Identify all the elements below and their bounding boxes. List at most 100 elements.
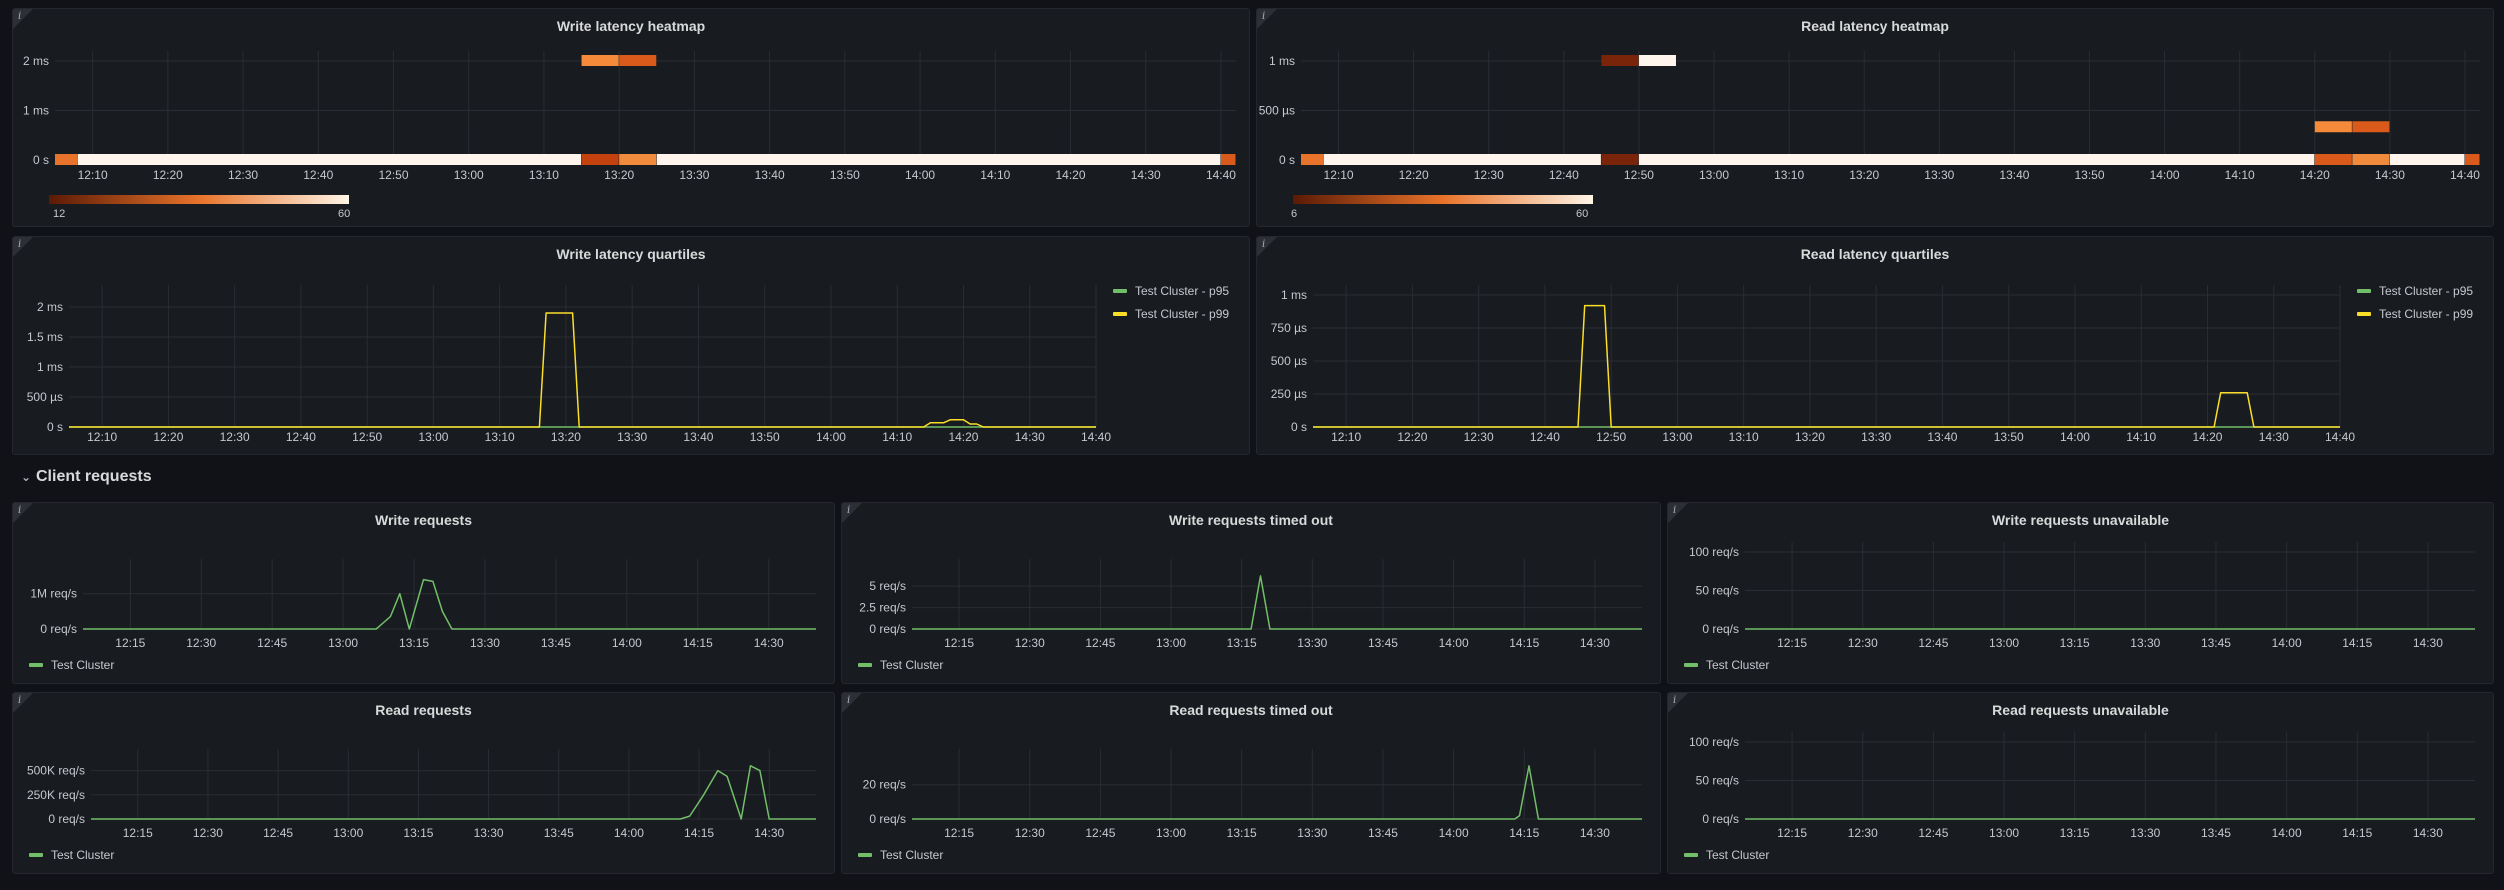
write-requests-chart[interactable]: 12:15 12:30 12:45 13:00 13:15 13:30 13:45 14:00… [13,503,835,684]
section-client-requests[interactable]: ⌄ Client requests [0,466,152,488]
read-requests-timed-out-panel: i Read requests timed out 12:15 12:30 12:4… [841,692,1661,874]
heatmap-cell [55,154,78,165]
y-tick-label: 0 s [47,420,63,434]
info-icon[interactable]: i [1257,9,1277,29]
legend-item[interactable]: Test Cluster - p99 [2357,307,2473,321]
write-latency-heatmap-panel: i Write latency heatmap 12:10 12:20 12:30 1… [12,8,1250,227]
y-tick-label: 0 req/s [869,622,906,636]
x-tick-label: 14:00 [2150,168,2180,182]
info-icon[interactable]: i [13,693,33,713]
info-icon[interactable]: i [13,503,33,523]
read-quartiles-chart[interactable]: 12:10 12:20 12:30 12:40 12:50 13:00 13:10 13:20… [1257,237,2494,455]
x-tick-label: 13:50 [2074,168,2104,182]
legend-item[interactable]: Test Cluster [858,658,943,672]
x-tick-label: 12:15 [944,826,974,840]
info-icon[interactable]: i [13,237,33,257]
x-tick-label: 13:50 [830,168,860,182]
x-tick-label: 13:40 [1927,430,1957,444]
x-tick-label: 14:20 [948,430,978,444]
write-timed-out-chart[interactable]: 12:15 12:30 12:45 13:00 13:15 13:30 13:45 14:00… [842,503,1661,684]
y-tick-label: 2 ms [23,54,49,68]
x-tick-label: 13:15 [1227,636,1257,650]
legend-item[interactable]: Test Cluster [1684,658,1769,672]
x-tick-label: 12:40 [1549,168,1579,182]
x-tick-label: 13:10 [1729,430,1759,444]
legend-swatch-green [1684,663,1698,667]
x-tick-label: 13:15 [2060,826,2090,840]
info-icon[interactable]: i [842,503,862,523]
x-tick-label: 12:10 [78,168,108,182]
x-tick-label: 13:20 [1795,430,1825,444]
heatmap-cell [656,154,1221,165]
x-tick-label: 13:30 [470,636,500,650]
x-tick-label: 12:20 [1397,430,1427,444]
heatmap-scale-max: 60 [1576,208,1589,220]
legend-item[interactable]: Test Cluster - p95 [1113,284,1229,298]
x-tick-label: 13:50 [1994,430,2024,444]
x-tick-label: 12:50 [378,168,408,182]
legend-item[interactable]: Test Cluster [29,658,114,672]
write-unavailable-chart[interactable]: 12:15 12:30 12:45 13:00 13:15 13:30 13:45 14:00… [1668,503,2494,684]
x-tick-label: 13:00 [454,168,484,182]
x-tick-label: 12:10 [87,430,117,444]
info-icon[interactable]: i [1668,503,1688,523]
x-tick-label: 13:45 [541,636,571,650]
heatmap-cell [581,154,619,165]
read-requests-chart[interactable]: 12:15 12:30 12:45 13:00 13:15 13:30 13:45 14:00… [13,693,835,874]
info-icon[interactable]: i [842,693,862,713]
legend-item[interactable]: Test Cluster [29,848,114,862]
read-requests-panel: i Read requests 12:15 12:30 12:45 13:00 13:1… [12,692,835,874]
read-timed-out-chart[interactable]: 12:15 12:30 12:45 13:00 13:15 13:30 13:45 14:00… [842,693,1661,874]
heatmap-cell [2352,121,2390,133]
legend-item[interactable]: Test Cluster - p95 [2357,284,2473,298]
legend-label: Test Cluster - p99 [2379,307,2474,321]
x-tick-label: 13:15 [399,636,429,650]
x-tick-label: 12:15 [1777,636,1807,650]
legend-swatch-green [2357,289,2371,293]
x-tick-label: 13:00 [1699,168,1729,182]
x-tick-label: 12:15 [944,636,974,650]
y-tick-label: 50 req/s [1696,584,1739,598]
legend-item[interactable]: Test Cluster - p99 [1113,307,1229,321]
x-tick-label: 14:20 [2192,430,2222,444]
x-tick-label: 13:10 [485,430,515,444]
write-heatmap-chart[interactable]: 12:10 12:20 12:30 12:40 12:50 13:00 13:10 13:20… [13,9,1250,227]
x-tick-label: 14:40 [2450,168,2480,182]
x-tick-label: 14:30 [2413,636,2443,650]
heatmap-scale-min: 12 [53,208,66,220]
read-heatmap-chart[interactable]: 12:10 12:20 12:30 12:40 12:50 13:00 13:10 13:20… [1257,9,2494,227]
y-tick-label: 0 req/s [1702,812,1739,826]
y-tick-label: 0 req/s [1702,622,1739,636]
info-icon[interactable]: i [1257,237,1277,257]
x-tick-label: 12:45 [1085,636,1115,650]
info-icon[interactable]: i [13,9,33,29]
x-tick-label: 14:15 [2342,826,2372,840]
x-tick-label: 13:00 [333,826,363,840]
heatmap-cell [1601,154,1639,165]
heatmap-cell [2352,154,2390,165]
heatmap-cell [581,55,619,66]
legend-label: Test Cluster [1706,658,1770,672]
read-unavailable-chart[interactable]: 12:15 12:30 12:45 13:00 13:15 13:30 13:45 14:00… [1668,693,2494,874]
x-tick-label: 14:30 [1580,826,1610,840]
write-quartiles-chart[interactable]: 12:10 12:20 12:30 12:40 12:50 13:00 13:10 13:20… [13,237,1250,455]
x-tick-label: 12:15 [123,826,153,840]
x-tick-label: 12:20 [153,430,183,444]
heatmap-cell [2314,121,2352,133]
legend-item[interactable]: Test Cluster [1684,848,1769,862]
legend-swatch-green [1113,289,1127,293]
x-tick-label: 13:30 [2130,826,2160,840]
legend-label: Test Cluster - p95 [2379,284,2474,298]
legend-item[interactable]: Test Cluster [858,848,943,862]
y-tick-label: 0 s [1279,153,1295,167]
legend-label: Test Cluster [880,658,944,672]
x-tick-label: 12:30 [220,430,250,444]
x-tick-label: 12:30 [1464,430,1494,444]
x-tick-label: 12:10 [1324,168,1354,182]
y-tick-label: 0 req/s [48,812,85,826]
x-tick-label: 14:00 [905,168,935,182]
heatmap-cell [1301,154,1324,165]
info-icon[interactable]: i [1668,693,1688,713]
legend-swatch-green [29,853,43,857]
series-line [912,765,1642,820]
